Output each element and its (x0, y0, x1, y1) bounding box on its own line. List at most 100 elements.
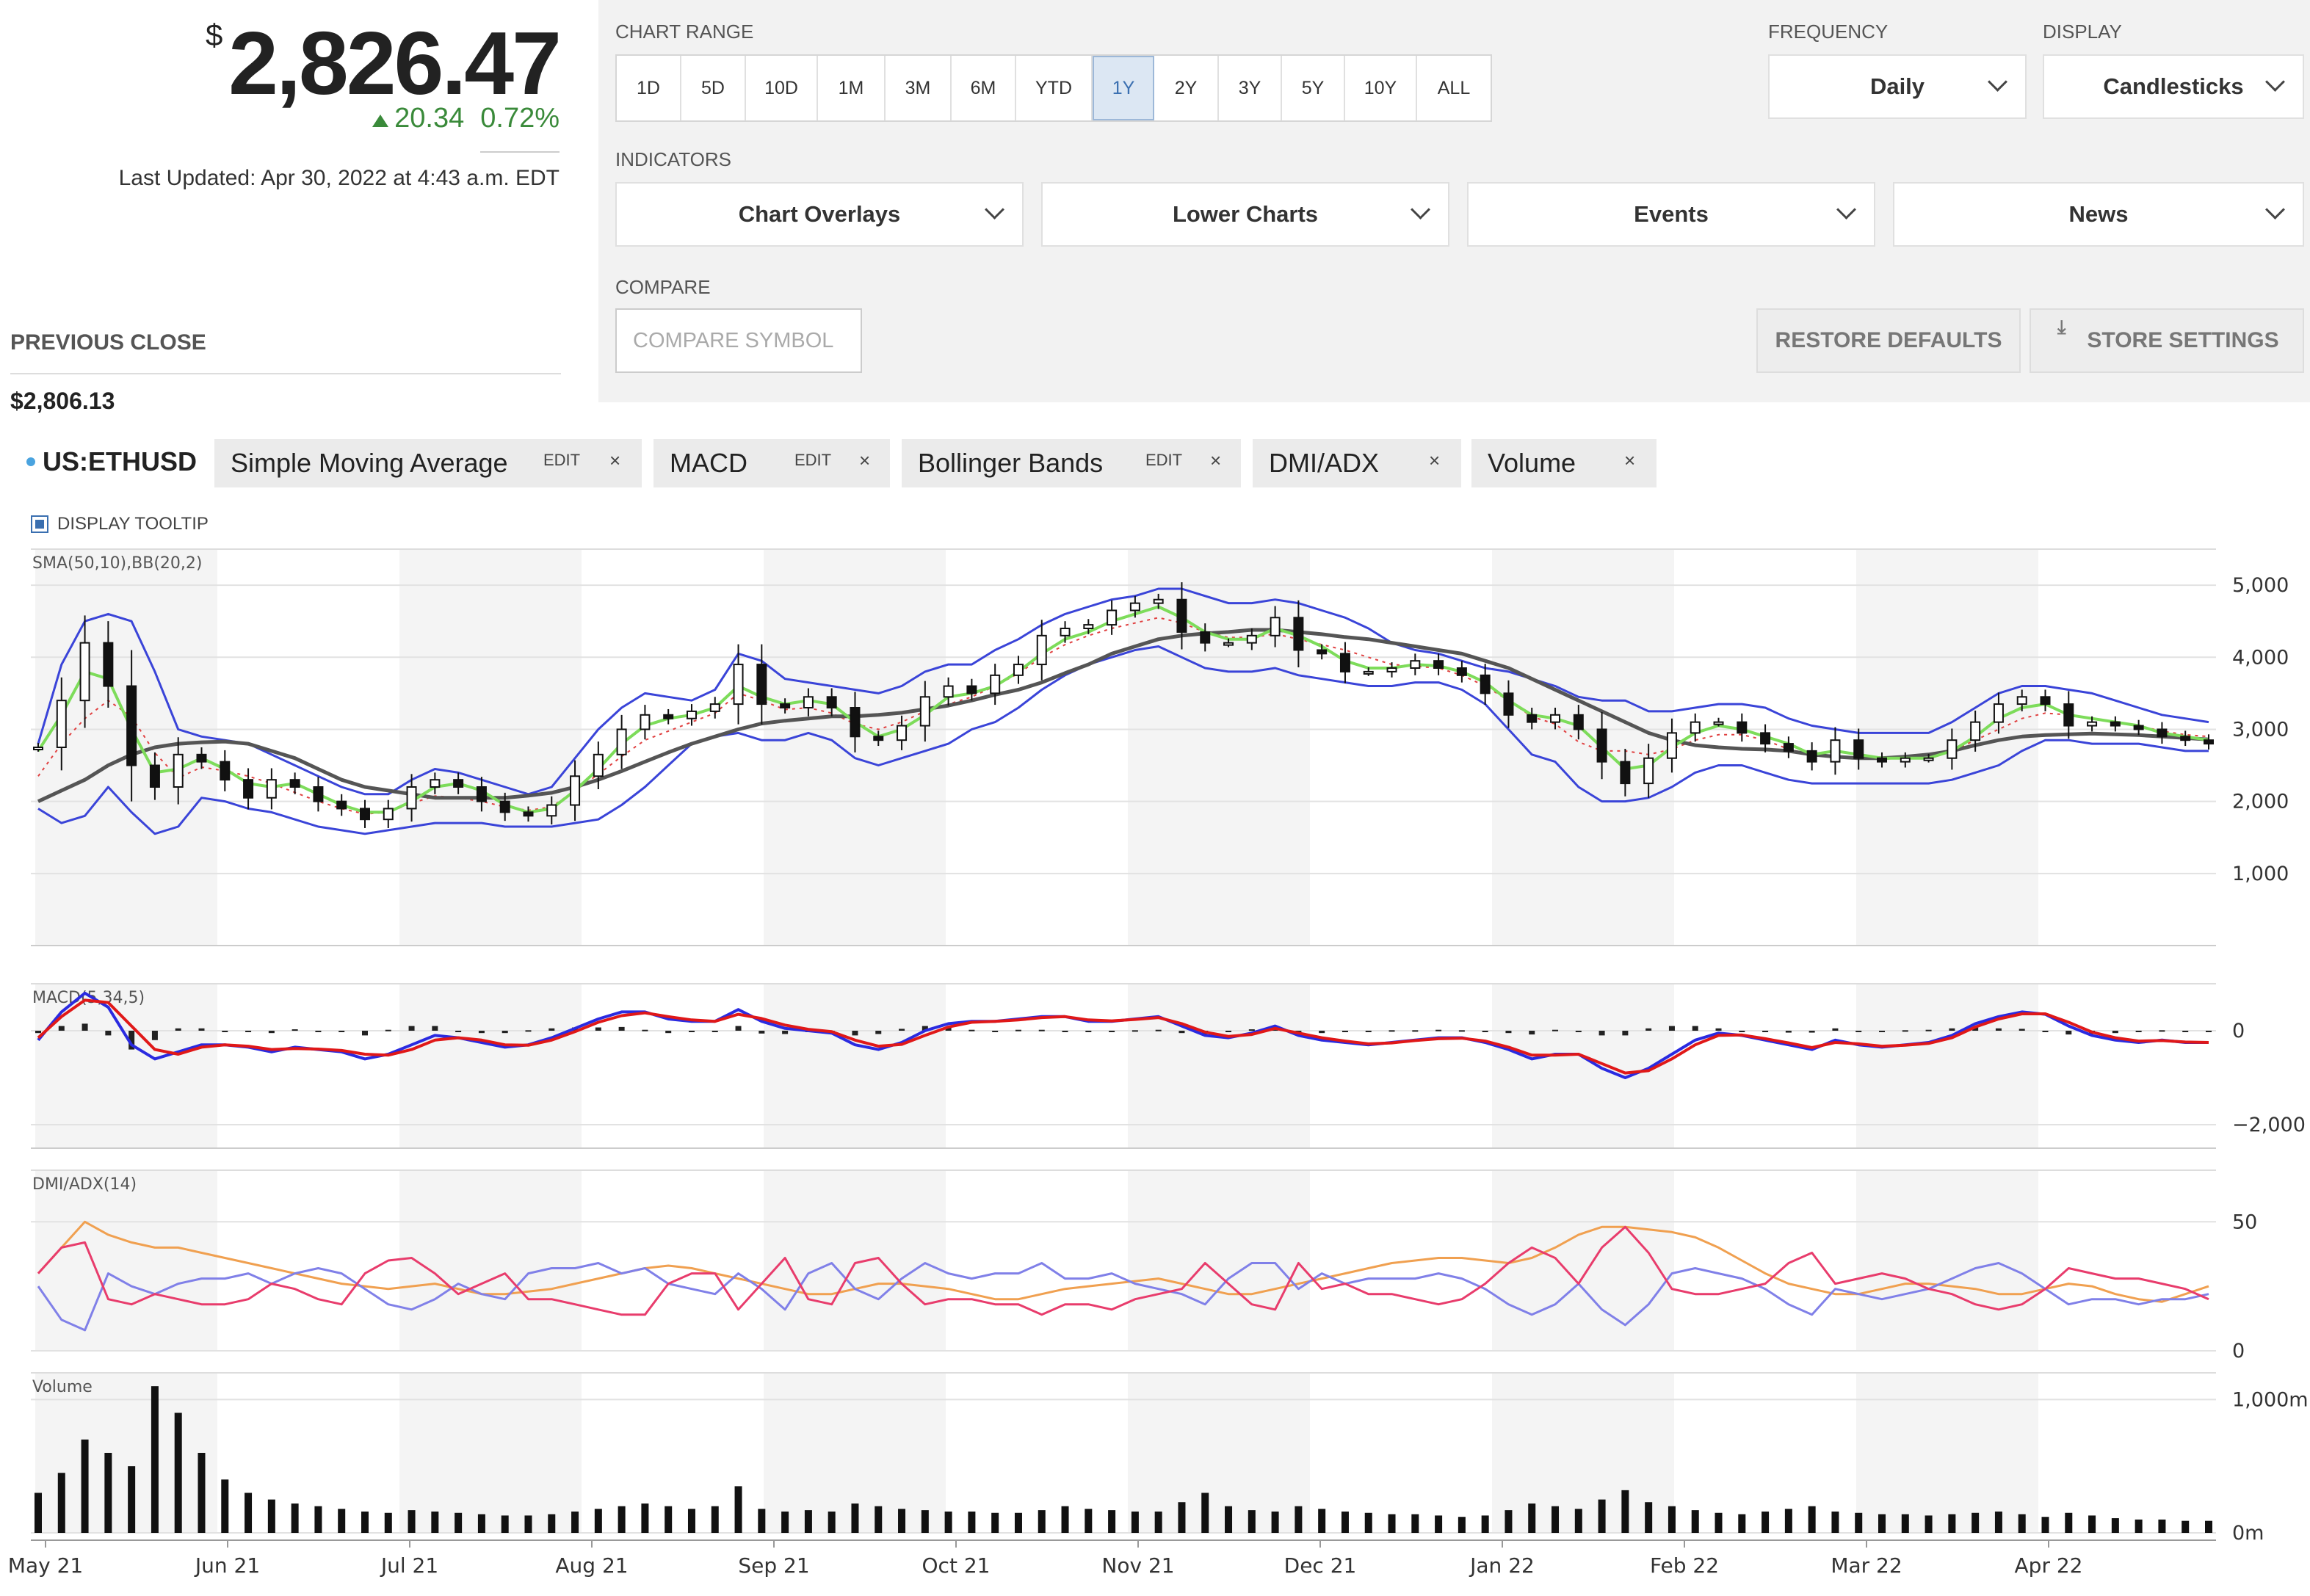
previous-close-value: $2,806.13 (10, 388, 115, 414)
macd-histogram-bar (502, 1031, 508, 1034)
range-all-button[interactable]: ALL (1437, 77, 1471, 98)
range-1m-button[interactable]: 1M (818, 56, 886, 120)
volume-bar (734, 1486, 742, 1533)
volume-bar (641, 1503, 649, 1533)
candle-body (1200, 631, 1211, 644)
volume-bar (1901, 1514, 1909, 1533)
display-dropdown[interactable]: Candlesticks (2043, 54, 2304, 119)
volume-bar (804, 1510, 812, 1533)
restore-defaults-button[interactable]: RESTORE DEFAULTS (1756, 308, 2021, 373)
volume-bar (1131, 1511, 1139, 1533)
compare-symbol-input[interactable]: COMPARE SYMBOL (615, 308, 862, 373)
macd-histogram-bar (1015, 1029, 1021, 1031)
macd-histogram-bar (1808, 1031, 1815, 1033)
macd-histogram-bar (1785, 1031, 1792, 1033)
range-3m-button[interactable]: 3M (886, 56, 952, 120)
range-6m-button[interactable]: 6M (952, 56, 1016, 120)
macd-histogram-bar (1598, 1031, 1605, 1036)
store-settings-button[interactable]: ⤓ STORE SETTINGS (2030, 308, 2304, 373)
volume-bar (594, 1509, 602, 1533)
macd-histogram-bar (292, 1029, 298, 1031)
candle-body (1970, 721, 1981, 741)
macd-histogram-bar (1995, 1028, 2002, 1031)
volume-bar (875, 1506, 883, 1533)
volume-bar (1061, 1506, 1069, 1533)
volume-bar (1621, 1490, 1629, 1533)
macd-histogram-bar (1739, 1031, 1745, 1032)
range-5d-button[interactable]: 5D (681, 56, 746, 120)
macd-histogram-bar (1132, 1030, 1138, 1032)
y-tick-label: 3,000 (2232, 718, 2289, 741)
volume-bar (1831, 1511, 1839, 1533)
macd-histogram-bar (1085, 1031, 1092, 1032)
range-3y-button[interactable]: 3Y (1219, 56, 1282, 120)
events-dropdown[interactable]: Events (1467, 182, 1875, 247)
candle-body (1503, 692, 1514, 716)
news-dropdown[interactable]: News (1893, 182, 2304, 247)
candle-body (2204, 739, 2214, 745)
display-tooltip-toggle[interactable]: DISPLAY TOOLTIP (31, 514, 209, 534)
macd-histogram-bar (385, 1029, 391, 1031)
range-10y-button[interactable]: 10Y (1345, 56, 1417, 120)
dmi-adx-close-icon[interactable]: × (1429, 449, 1441, 471)
month-band (1856, 1373, 2038, 1533)
di-plus-line (37, 1262, 2209, 1332)
macd-histogram-bar (1949, 1028, 1955, 1031)
chevron-down-icon (1836, 200, 1856, 220)
frequency-dropdown[interactable]: Daily (1768, 54, 2027, 119)
x-tick-label: May 21 (8, 1553, 83, 1578)
sma-close-icon[interactable]: × (609, 449, 621, 471)
range-ytd-button[interactable]: YTD (1016, 56, 1093, 120)
sma-chip-label: Simple Moving Average (231, 448, 508, 478)
up-triangle-icon: 20.34 (372, 103, 464, 134)
volume-bar (1878, 1514, 1886, 1533)
range-10d-button[interactable]: 10D (746, 56, 818, 120)
volume-bar (1738, 1514, 1746, 1533)
macd-histogram-bar (268, 1031, 275, 1034)
compare-label: COMPARE (615, 276, 711, 298)
candle-body (919, 696, 930, 727)
range-5y-button[interactable]: 5Y (1282, 56, 1345, 120)
previous-close-label: PREVIOUS CLOSE (10, 330, 206, 355)
candle-body (990, 674, 1001, 694)
macd-chip-label: MACD (670, 448, 747, 478)
range-1y-button[interactable]: 1Y (1093, 56, 1154, 120)
candle-body (850, 707, 861, 738)
candle-body (780, 703, 791, 709)
candle-body (173, 753, 184, 788)
volume-bar (898, 1509, 906, 1533)
macd-histogram-bar (338, 1031, 345, 1032)
volume-bar (2182, 1520, 2190, 1533)
volume-close-icon[interactable]: × (1624, 449, 1636, 471)
price-chart[interactable]: May 21 Jun 21 Jul 21 Aug 21 Sep 21 Oct 21 Nov … (0, 543, 2310, 1596)
candle-body (1060, 628, 1071, 636)
macd-histogram-bar (1178, 1031, 1185, 1034)
candle-body (2063, 703, 2074, 727)
chevron-down-icon (1411, 200, 1430, 220)
macd-histogram-bar (1762, 1031, 1769, 1032)
y-tick-label: 5,000 (2232, 574, 2289, 597)
range-1d-button[interactable]: 1D (617, 56, 681, 120)
lower-charts-dropdown[interactable]: Lower Charts (1041, 182, 1449, 247)
month-band (1128, 984, 1310, 1148)
last-updated: Last Updated: Apr 30, 2022 at 4:43 a.m. … (118, 166, 560, 190)
macd-close-icon[interactable]: × (859, 449, 871, 471)
volume-bar (1528, 1503, 1536, 1533)
macd-histogram-bar (1645, 1028, 1652, 1031)
x-tick-label: Jan 22 (1469, 1553, 1535, 1578)
macd-edit-button[interactable]: EDIT (794, 451, 832, 469)
bollinger-edit-button[interactable]: EDIT (1145, 451, 1183, 469)
bollinger-close-icon[interactable]: × (1210, 449, 1222, 471)
candle-body (1293, 617, 1304, 651)
candle-body (289, 779, 300, 788)
volume-bar (1108, 1510, 1116, 1533)
macd-histogram-bar (1832, 1028, 1839, 1031)
volume-chip: Volume × (1471, 439, 1657, 487)
sma-edit-button[interactable]: EDIT (543, 451, 581, 469)
chart-overlays-dropdown[interactable]: Chart Overlays (615, 182, 1024, 247)
y-tick-label: −2,000 (2232, 1114, 2306, 1136)
range-2y-button[interactable]: 2Y (1154, 56, 1219, 120)
candle-body (476, 786, 487, 802)
volume-bar (1038, 1510, 1046, 1533)
symbol-chip[interactable]: US:ETHUSD (26, 446, 197, 477)
